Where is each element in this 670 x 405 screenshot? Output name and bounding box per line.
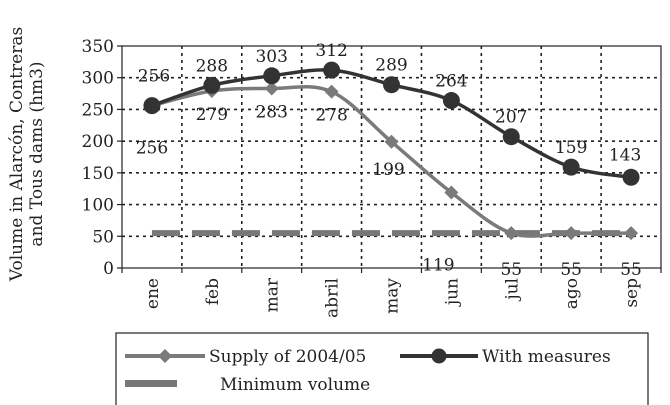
supply-data-label: 119 <box>422 256 454 276</box>
measures-marker <box>383 76 400 94</box>
legend: Supply of 2004/05 With measures Minimum … <box>115 332 649 405</box>
x-tick-label: feb <box>203 278 223 305</box>
y-tick-label: 250 <box>82 100 114 120</box>
supply-data-label: 278 <box>315 106 347 126</box>
legend-swatch-minimum <box>125 380 177 387</box>
plot-area-border <box>121 45 662 269</box>
supply-data-label: 199 <box>372 160 404 180</box>
measures-marker <box>143 97 161 115</box>
y-tick-label: 150 <box>82 164 114 184</box>
supply-marker <box>324 84 339 99</box>
x-tick-label: may <box>383 278 403 314</box>
supply-marker <box>444 185 459 200</box>
series <box>143 61 640 241</box>
supply-data-label: 55 <box>620 260 642 280</box>
x-tick-label: mar <box>263 277 283 312</box>
supply-data-label: 279 <box>196 105 228 125</box>
legend-box <box>115 332 649 405</box>
legend-label-measures: With measures <box>482 347 611 367</box>
supply-data-label: 283 <box>255 102 287 122</box>
y-axis-title-line2: and Tous dams (hm3) <box>27 61 47 246</box>
measures-data-label: 312 <box>315 41 347 61</box>
x-tick-label: sep <box>622 278 642 308</box>
y-tick-label: 50 <box>92 227 114 247</box>
supply-marker <box>384 134 399 149</box>
y-tick-label: 100 <box>82 196 114 216</box>
y-axis-title-line1: Volume in Alarcón, Contreras <box>7 27 27 282</box>
legend-marker-supply <box>158 349 172 363</box>
x-axis: ene feb mar abril may jun jul ago sep <box>121 268 662 318</box>
measures-marker <box>502 128 520 146</box>
y-axis: 0 50 100 150 200 250 300 350 <box>82 37 122 279</box>
measures-data-label: 143 <box>609 145 641 165</box>
measures-data-label: 288 <box>196 56 228 76</box>
measures-marker <box>622 168 640 186</box>
measures-marker <box>323 61 341 79</box>
measures-data-label: 159 <box>555 138 587 158</box>
supply-data-label: 256 <box>136 139 168 159</box>
measures-data-label: 264 <box>435 72 467 92</box>
supply-marker <box>624 226 639 241</box>
x-tick-label: jun <box>442 278 462 307</box>
x-tick-label: ago <box>562 278 582 309</box>
x-tick-label: jul <box>502 278 522 302</box>
measures-marker <box>562 158 580 176</box>
y-tick-label: 0 <box>103 259 114 279</box>
measures-marker <box>442 92 460 110</box>
measures-marker <box>203 76 221 94</box>
supply-data-label: 55 <box>500 260 522 280</box>
y-tick-label: 200 <box>82 132 114 152</box>
x-tick-label: ene <box>143 278 163 309</box>
y-tick-label: 350 <box>82 37 114 57</box>
supply-marker <box>564 226 579 241</box>
supply-data-label: 55 <box>560 260 582 280</box>
measures-data-label: 256 <box>138 67 170 87</box>
supply-marker <box>264 81 279 96</box>
legend-label-supply: Supply of 2004/05 <box>209 347 366 367</box>
legend-marker-measures <box>431 348 447 364</box>
y-tick-label: 300 <box>82 69 114 89</box>
supply-marker <box>504 226 519 241</box>
x-tick-label: abril <box>323 278 343 318</box>
measures-data-label: 289 <box>375 56 407 76</box>
legend-label-minimum: Minimum volume <box>220 375 370 395</box>
measures-marker <box>263 67 281 85</box>
data-labels: 256 288 303 312 289 264 207 159 143 256 279 283 278 1… <box>136 41 642 280</box>
measures-data-label: 303 <box>255 47 287 67</box>
measures-data-label: 207 <box>495 108 527 128</box>
